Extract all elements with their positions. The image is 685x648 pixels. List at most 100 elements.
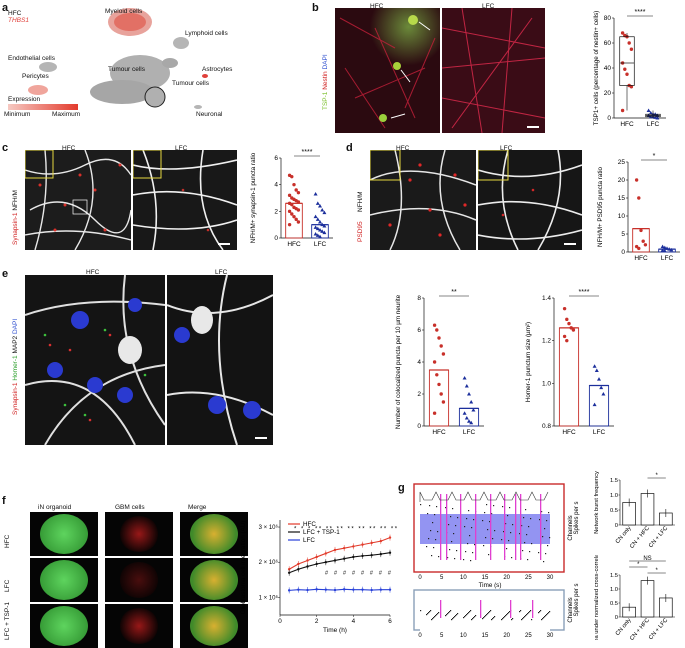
chart-e2: 0.8 1.0 1.2 1.4 HFC LFC **** Homer-1 punctum si…	[525, 289, 614, 436]
spike	[522, 550, 524, 552]
f-col-3: Merge	[188, 504, 207, 511]
burst-line	[504, 494, 506, 560]
data-point	[627, 41, 631, 45]
data-point	[646, 108, 651, 112]
x-tick-label: LFC	[593, 429, 606, 436]
spike	[491, 513, 493, 515]
spike	[447, 557, 449, 559]
data-point	[318, 228, 322, 232]
cluster-neuronal: Neuronal	[196, 111, 223, 118]
x-tick-label: LFC	[661, 255, 674, 262]
spike	[475, 615, 477, 617]
raster-band	[420, 620, 550, 637]
micrograph-b-hfc	[335, 8, 440, 133]
chart-d: 0 5 10 15 20 25 HFC LFC * NFH/M+ PSD95 puncta rat…	[597, 153, 680, 262]
x-tick-label: 2	[315, 618, 319, 625]
box	[619, 36, 635, 86]
spike	[436, 614, 438, 616]
spike	[543, 617, 545, 619]
spike	[527, 559, 529, 561]
bar-lfc	[458, 407, 480, 427]
e-lfc-title: LFC	[215, 269, 228, 276]
x-tick-label: 0	[418, 633, 422, 637]
y-tick-label: 10	[618, 213, 626, 220]
spike	[474, 616, 476, 618]
spike	[434, 514, 436, 516]
spike	[487, 613, 489, 615]
spike	[504, 616, 506, 618]
y-tick-label: 0	[621, 249, 625, 256]
b-stain-label: TSP-1 Nestin DAPI	[322, 54, 329, 110]
panel-a-label: a	[2, 2, 9, 14]
legend-label: LFC + TSP-1	[303, 529, 340, 536]
y-label-right: Spikes per s	[574, 501, 580, 534]
y-axis-label: NFH/M+ PSD95 puncta ratio	[597, 167, 604, 247]
sig-label: *	[655, 473, 658, 479]
bar-hfc	[558, 327, 580, 427]
spike	[526, 534, 528, 536]
x-tick-label: HFC	[634, 255, 648, 262]
spike	[540, 610, 542, 612]
y-label-right: Spikes per s	[574, 583, 580, 616]
y-tick-label: 0	[615, 523, 618, 529]
spike	[451, 619, 453, 621]
data-point	[634, 178, 639, 182]
spike	[456, 614, 458, 616]
spike	[521, 525, 523, 527]
x-tick-label: 20	[503, 575, 510, 581]
x-tick-label: 10	[460, 575, 467, 581]
f-row-hfc: HFC	[4, 534, 11, 548]
spike	[547, 613, 549, 615]
cluster-astrocytes: Astrocytes	[202, 66, 233, 73]
cluster-pericytes: Pericytes	[22, 73, 49, 80]
spike	[502, 506, 504, 508]
f-image-merge-row2	[180, 558, 248, 602]
sig-label: ****	[579, 289, 590, 296]
spike	[525, 509, 527, 511]
legend-max: Maximum	[52, 111, 81, 118]
data-point	[439, 392, 443, 396]
spike	[482, 520, 484, 522]
f-image-green-row2	[30, 558, 98, 602]
spike	[519, 611, 521, 613]
spike	[467, 543, 469, 545]
spike	[437, 531, 439, 533]
data-point	[665, 246, 669, 250]
spike	[465, 551, 467, 553]
spike	[433, 617, 435, 619]
data-point	[562, 334, 567, 339]
spike	[541, 619, 543, 621]
spike	[548, 512, 550, 514]
spike	[449, 549, 451, 551]
x-tick-label: 25	[525, 633, 532, 637]
spike	[512, 618, 514, 620]
data-point	[296, 208, 301, 212]
f-image-red-row2	[105, 558, 173, 602]
spike	[469, 611, 471, 613]
y-tick-label: 1.5	[610, 573, 618, 579]
x-tick-label: 20	[503, 633, 510, 637]
bar-hfc	[632, 228, 650, 253]
spike	[492, 618, 494, 620]
y-tick-label: 0	[274, 235, 278, 242]
y-tick-label: 4	[417, 359, 421, 366]
data-point	[437, 382, 441, 387]
micrograph-d-lfc	[478, 150, 582, 250]
data-point	[437, 336, 441, 340]
spike	[521, 619, 523, 621]
data-point	[667, 247, 672, 251]
d-stain-nfh: NFH/M	[357, 191, 364, 212]
data-point	[464, 384, 469, 388]
data-point	[469, 400, 474, 404]
spike	[420, 504, 422, 506]
data-point	[292, 214, 296, 219]
x-tick-label: 15	[482, 575, 489, 581]
y-tick-label: 0	[615, 615, 618, 621]
spike	[431, 555, 433, 557]
bar-lfc	[588, 385, 610, 427]
x-tick-label: LFC	[314, 241, 327, 248]
x-tick-label: HFC	[287, 241, 301, 248]
data-point	[296, 220, 301, 224]
legend-label: LFC	[303, 537, 315, 544]
burst-line	[532, 600, 534, 618]
